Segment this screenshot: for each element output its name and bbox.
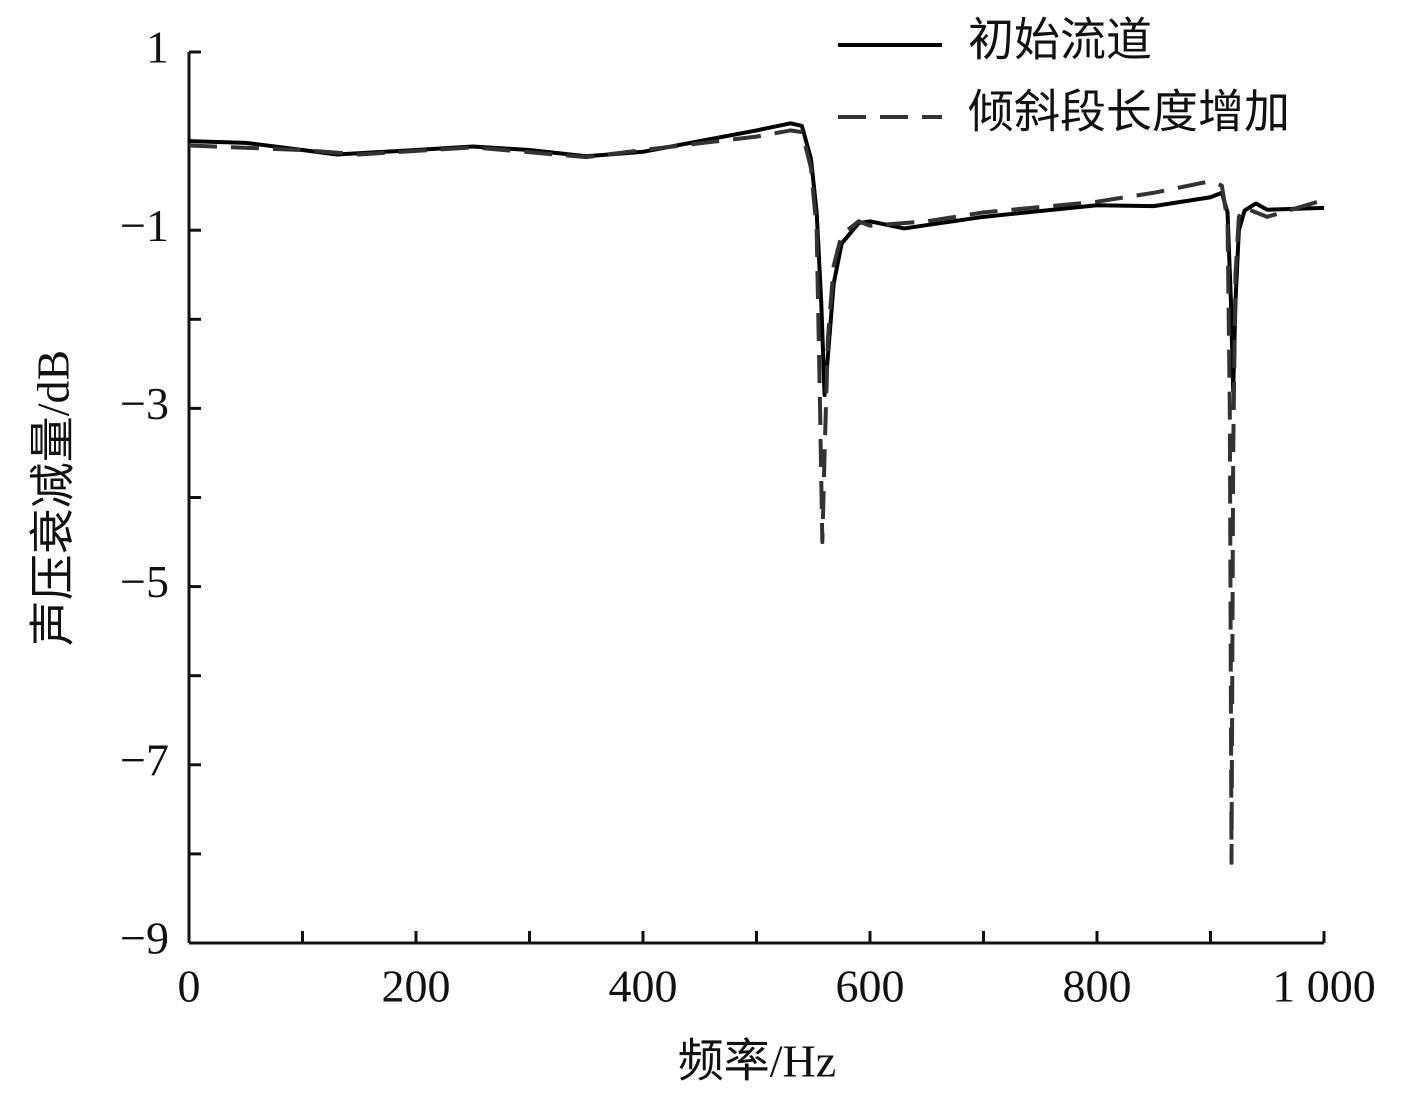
- legend-label: 倾斜段长度增加: [968, 87, 1290, 138]
- x-tick-label: 600: [836, 961, 905, 1012]
- legend-label: 初始流道: [968, 15, 1152, 66]
- y-tick-label: −3: [120, 378, 169, 429]
- series-line: [188, 121, 1325, 398]
- x-tick-label: 400: [609, 961, 678, 1012]
- x-axis-label: 频率/Hz: [678, 1036, 836, 1087]
- y-axis-label: 声压衰减量/dB: [28, 350, 79, 646]
- x-tick-label: 0: [178, 961, 201, 1012]
- y-tick-label: −9: [120, 913, 169, 964]
- x-tick-label: 800: [1063, 961, 1132, 1012]
- y-tick-label: 1: [146, 22, 169, 73]
- y-tick-label: −1: [120, 200, 169, 251]
- series-line: [188, 128, 1325, 865]
- y-tick-label: −5: [120, 556, 169, 607]
- x-tick-label: 200: [382, 961, 451, 1012]
- x-tick-label: 1 000: [1272, 961, 1376, 1012]
- y-tick-label: −7: [120, 734, 169, 785]
